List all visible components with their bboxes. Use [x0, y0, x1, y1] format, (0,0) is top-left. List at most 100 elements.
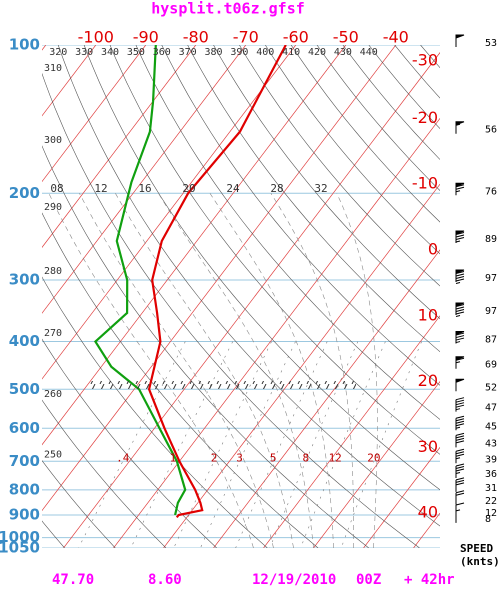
- dry-adiabat: [57, 45, 440, 527]
- barb-full: [455, 311, 465, 315]
- moist-label: 28: [270, 182, 283, 195]
- mixing-ratio-line: [269, 341, 359, 548]
- wind-barb: [455, 490, 465, 505]
- barb-half: [455, 472, 461, 475]
- barb-full: [455, 435, 465, 439]
- footer-date: 12/19/2010: [252, 572, 336, 588]
- wind-speed-label: 36: [485, 469, 497, 480]
- barb-full: [455, 357, 465, 361]
- barb-full: [455, 306, 465, 310]
- isotherm: [42, 45, 297, 380]
- wind-speed-label: 53: [485, 38, 497, 49]
- wind-barb: [455, 432, 465, 448]
- y-tick-label: 300: [9, 271, 40, 289]
- dry-adiabat: [187, 45, 440, 353]
- isotherm-label: -50: [333, 28, 359, 47]
- wind-speed-label: 31: [485, 483, 497, 494]
- theta-label: 270: [44, 328, 62, 339]
- dry-adiabat: [342, 45, 440, 160]
- barb-pennant: [455, 302, 465, 307]
- footer-lat: 47.70: [52, 572, 94, 588]
- isotherm: [42, 45, 397, 512]
- barb-full: [455, 337, 465, 341]
- barb-full: [455, 440, 465, 444]
- barb-pennant: [455, 230, 465, 235]
- moist-label: 20: [182, 182, 195, 195]
- barb-half: [455, 123, 461, 126]
- theta-label: 350: [127, 47, 145, 58]
- moist-adiabat: [48, 193, 254, 548]
- isotherm: [42, 45, 347, 446]
- barb-pennant: [455, 34, 465, 39]
- mixing-ratio-line: [78, 341, 186, 548]
- dry-adiabat: [316, 45, 440, 192]
- moist-label: 32: [314, 182, 327, 195]
- wind-speed-label: 97: [485, 273, 497, 284]
- dry-adiabat: [42, 145, 369, 548]
- theta-label: 380: [204, 47, 222, 58]
- isotherm: [42, 45, 247, 314]
- isotherm: [464, 45, 504, 548]
- barb-full: [455, 397, 465, 401]
- dry-adiabat: [239, 45, 440, 287]
- moist-adiabat: [270, 193, 354, 548]
- theta-label: 280: [44, 266, 62, 277]
- barb-full: [455, 463, 465, 467]
- y-tick-label: 700: [9, 452, 40, 470]
- wind-speed-label: 39: [485, 454, 497, 465]
- mixing-ratio-label: 1: [170, 451, 177, 464]
- theta-label: 330: [75, 47, 93, 58]
- isotherm-label: -100: [78, 28, 114, 47]
- moist-adiabat: [336, 193, 378, 548]
- wind-barb: [455, 448, 465, 464]
- barb-full: [455, 276, 465, 279]
- barb-half: [455, 282, 461, 284]
- barb-pennant: [455, 356, 465, 361]
- barb-full: [455, 490, 465, 494]
- dry-adiabat: [0, 45, 14, 548]
- isotherm: [42, 45, 97, 117]
- barb-full: [455, 418, 465, 422]
- dry-adiabat: [42, 72, 420, 548]
- mixing-ratio-line: [300, 341, 386, 548]
- plot-area: [0, 45, 504, 548]
- wind-speed-label: 87: [485, 335, 497, 346]
- barb-half: [455, 315, 461, 317]
- wind-barb: [455, 509, 461, 523]
- barb-half: [455, 457, 461, 460]
- theta-label: 310: [44, 63, 62, 74]
- isotherm: [263, 315, 440, 548]
- theta-label: 440: [360, 47, 378, 58]
- theta-label: 370: [179, 47, 197, 58]
- theta-label: 260: [44, 389, 62, 400]
- wind-speed-label: 69: [485, 360, 497, 371]
- mixing-ratio-label: 8: [302, 451, 309, 464]
- isotherm-label: -60: [283, 28, 309, 47]
- barb-full: [455, 415, 465, 419]
- barb-full: [455, 477, 465, 481]
- barb-full: [455, 237, 465, 240]
- moist-adiabat: [79, 193, 274, 548]
- barb-half: [455, 190, 461, 193]
- wind-speed-label: 45: [485, 421, 497, 432]
- barb-full: [455, 335, 465, 339]
- dry-adiabat: [42, 212, 319, 548]
- moist-adiabat: [115, 193, 294, 548]
- footer-forecast: + 42hr: [404, 572, 455, 588]
- dry-adiabat: [42, 399, 167, 548]
- barb-half: [455, 509, 461, 512]
- y-tick-label: 600: [9, 419, 40, 437]
- isotherm-label: 0: [428, 240, 438, 259]
- wind-barb: [455, 182, 465, 196]
- barb-full: [455, 184, 465, 188]
- barb-full: [455, 502, 465, 506]
- barb-full: [455, 402, 465, 406]
- wind-speed-label: 43: [485, 438, 497, 449]
- isotherm-label: -30: [412, 51, 438, 70]
- dry-adiabat: [42, 338, 217, 548]
- isotherm-label: -90: [133, 28, 159, 47]
- barb-full: [455, 278, 465, 282]
- barb-pennant: [455, 182, 465, 187]
